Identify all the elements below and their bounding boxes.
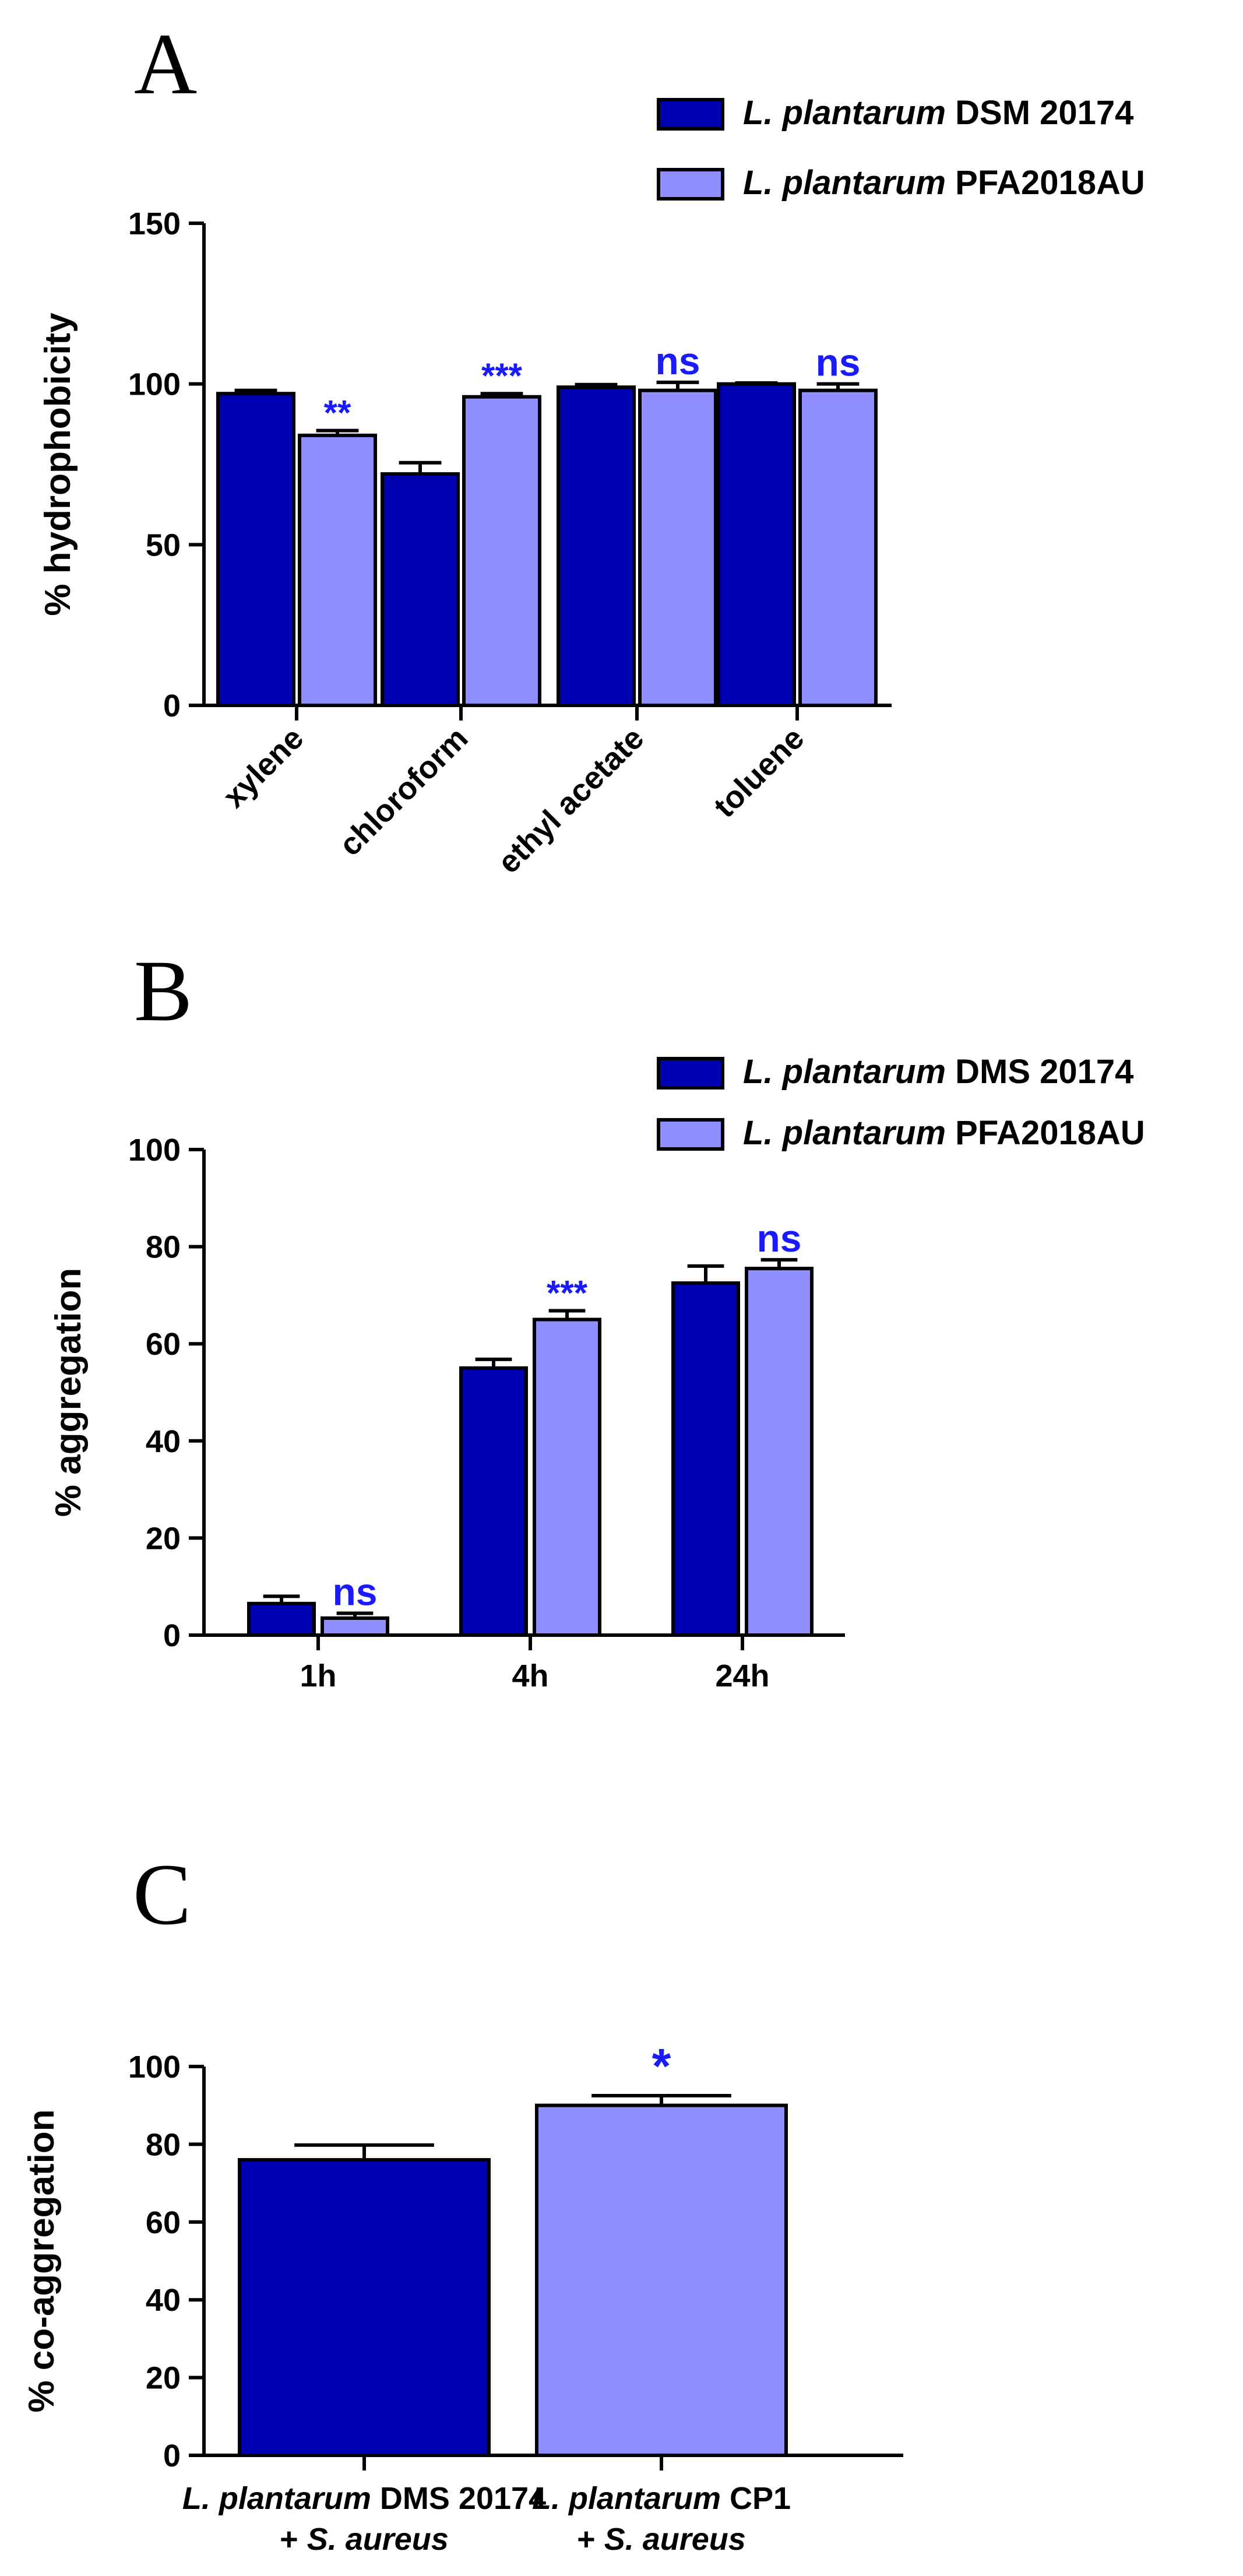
panel-b-y-tick-label: 60 [146, 1327, 181, 1362]
panel-b-chart: B L. plantarum DMS 20174 L. plantarum PFA2… [48, 943, 1145, 1693]
panel-a-bar-pfa2018au [298, 433, 377, 707]
panel-c-bar [535, 2103, 788, 2457]
panel-c-bar [238, 2158, 491, 2458]
panel-b-bar-dms20174 [459, 1366, 528, 1637]
panel-b-bar-dms20174 [247, 1601, 316, 1637]
panel-a-legend-label: L. plantarum DSM 20174 [743, 94, 1133, 132]
panel-a-significance-label: ns [655, 339, 700, 382]
panel-a-legend-swatch [657, 168, 724, 201]
panel-a-bar-dsm20174 [557, 385, 636, 707]
panel-b-bar-pfa2018au [321, 1616, 389, 1637]
panel-a-bar-dsm20174 [216, 392, 295, 707]
panel-b-legend-swatch [657, 1118, 724, 1151]
panel-c-y-tick-label: 80 [146, 2127, 181, 2162]
panel-c-y-axis-label: % co-aggregation [22, 2109, 62, 2412]
panel-a-y-tick-label: 50 [146, 528, 181, 563]
panel-a-y-axis-label: % hydrophobicity [38, 312, 78, 616]
panel-c-y-tick-label: 20 [146, 2361, 181, 2396]
panel-b-bar-dms20174 [671, 1281, 740, 1637]
panel-b-y-tick-label: 80 [146, 1230, 181, 1265]
panel-b-x-tick-label: 1h [300, 1658, 336, 1693]
panel-b-y-axis-label: % aggregation [48, 1268, 89, 1517]
panel-c-x-tick-label: + S. aureus [577, 2522, 746, 2557]
panel-c-y-tick-label: 40 [146, 2283, 181, 2318]
panel-b-legend-label: L. plantarum PFA2018AU [743, 1114, 1145, 1152]
panel-c-x-tick-label: L. plantarum CP1 [532, 2481, 791, 2516]
panel-b-y-tick-label: 20 [146, 1521, 181, 1556]
panel-b-significance-label: ns [756, 1217, 801, 1260]
panel-a-bar-dsm20174 [381, 472, 460, 707]
panel-c-x-tick-label: + S. aureus [280, 2522, 449, 2557]
panel-b-y-tick-label: 100 [128, 1133, 181, 1168]
panel-c-y-tick-label: 100 [128, 2050, 181, 2085]
panel-a-y-tick-label: 0 [163, 688, 181, 723]
panel-b-significance-label: ns [332, 1570, 377, 1614]
panel-a-significance-label: *** [481, 356, 523, 395]
panel-a-legend-swatch [657, 98, 724, 131]
panel-a-significance-label: ns [815, 341, 860, 384]
panel-c-x-tick-label: L. plantarum DMS 20174 [182, 2481, 546, 2516]
panel-a-bar-dsm20174 [717, 382, 796, 707]
panel-a-significance-label: ** [324, 393, 351, 433]
panel-a-y-tick-label: 150 [128, 206, 181, 241]
panel-a-legend-label: L. plantarum PFA2018AU [743, 164, 1145, 202]
panel-a-bar-pfa2018au [462, 395, 541, 707]
panel-a-bar-pfa2018au [638, 388, 717, 707]
panel-c-y-tick-label: 60 [146, 2205, 181, 2240]
panel-b-bar-pfa2018au [533, 1317, 601, 1637]
panel-b-x-tick-label: 24h [715, 1658, 769, 1693]
panel-a-y-tick-label: 100 [128, 367, 181, 402]
panel-c-y-tick-label: 0 [163, 2438, 181, 2473]
panel-b-legend-label: L. plantarum DMS 20174 [743, 1053, 1133, 1091]
panel-c-chart: C 0 20 40 60 80 100 % co-aggregation L. plantaru… [22, 1846, 903, 2557]
panel-c-letter: C [133, 1846, 191, 1943]
panel-b-y-tick-label: 40 [146, 1424, 181, 1459]
panel-b-letter: B [134, 943, 192, 1039]
panel-b-significance-label: *** [547, 1274, 588, 1313]
panel-b-x-tick-label: 4h [512, 1658, 548, 1693]
panel-b-legend-swatch [657, 1057, 724, 1090]
panel-a-letter: A [134, 16, 197, 113]
panel-c-significance-label: * [652, 2039, 671, 2093]
panel-b-y-tick-label: 0 [163, 1618, 181, 1653]
panel-a-bar-pfa2018au [798, 388, 878, 707]
panel-b-bar-pfa2018au [745, 1267, 814, 1637]
